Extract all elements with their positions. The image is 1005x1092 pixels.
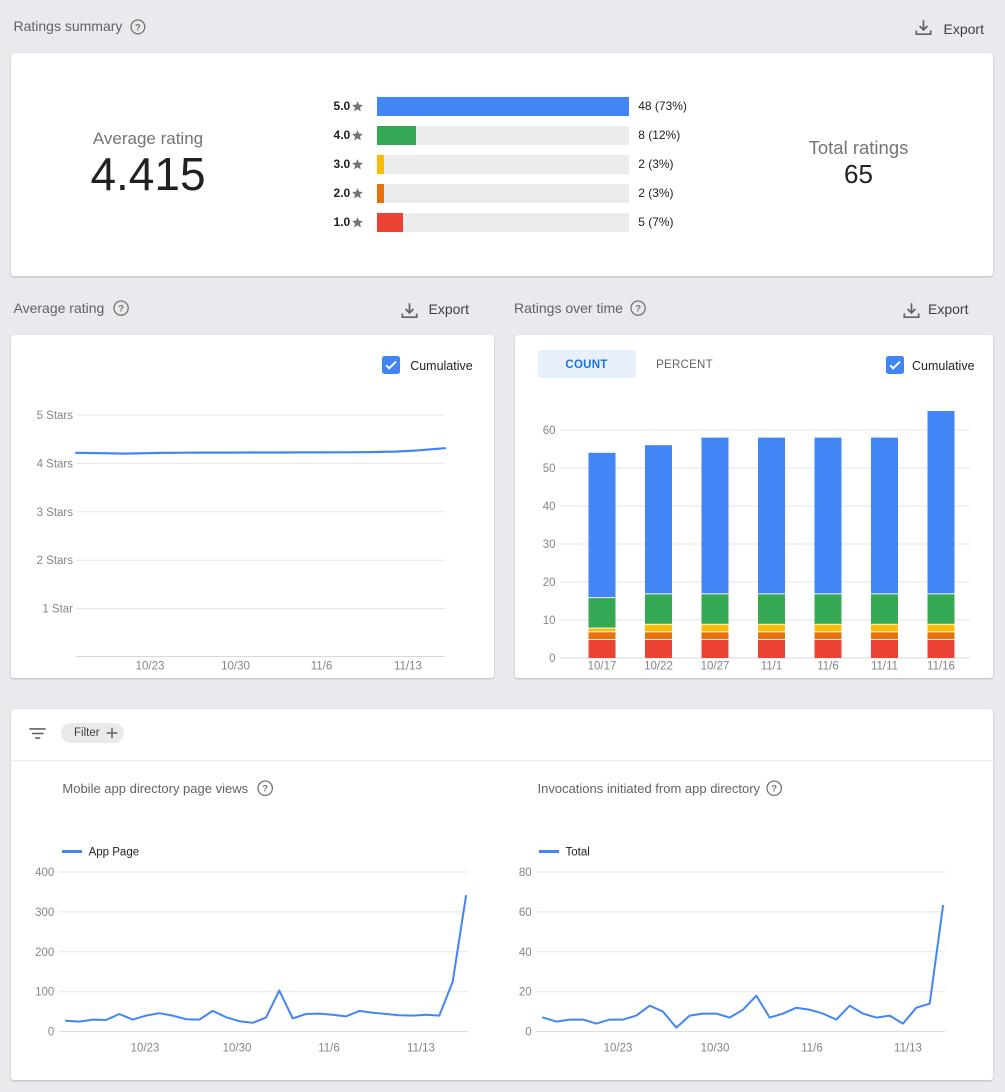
svg-text:10/27: 10/27: [701, 661, 730, 673]
svg-text:11/11: 11/11: [871, 661, 898, 673]
svg-text:50: 50: [543, 463, 556, 475]
svg-text:10/23: 10/23: [604, 1043, 633, 1055]
svg-text:11/6: 11/6: [801, 1043, 823, 1055]
svg-text:11/6: 11/6: [311, 661, 333, 673]
svg-text:App Page: App Page: [89, 847, 140, 859]
svg-text:20: 20: [519, 987, 532, 999]
svg-text:100: 100: [35, 987, 54, 999]
svg-text:?: ?: [263, 783, 269, 794]
svg-text:40: 40: [519, 947, 532, 959]
svg-text:0: 0: [48, 1027, 54, 1039]
svg-text:?: ?: [135, 22, 141, 33]
svg-text:1 Star: 1 Star: [42, 604, 73, 616]
svg-text:Total: Total: [566, 847, 590, 859]
svg-text:0: 0: [525, 1027, 531, 1039]
svg-text:80: 80: [519, 867, 532, 879]
svg-text:10/23: 10/23: [136, 661, 165, 673]
svg-text:11/13: 11/13: [394, 661, 422, 673]
svg-text:11/1: 11/1: [761, 661, 783, 673]
svg-text:40: 40: [543, 501, 556, 513]
svg-text:30: 30: [543, 539, 556, 551]
svg-text:2 Stars: 2 Stars: [37, 555, 74, 567]
svg-text:?: ?: [771, 783, 777, 794]
svg-text:10/23: 10/23: [131, 1043, 160, 1055]
svg-text:4 Stars: 4 Stars: [37, 458, 74, 470]
svg-text:?: ?: [118, 303, 124, 314]
svg-text:60: 60: [519, 907, 532, 919]
svg-text:0: 0: [549, 653, 555, 665]
svg-text:10/17: 10/17: [588, 661, 617, 673]
svg-text:3 Stars: 3 Stars: [37, 507, 74, 519]
svg-text:11/6: 11/6: [318, 1043, 340, 1055]
svg-text:10: 10: [543, 615, 556, 627]
svg-text:11/13: 11/13: [894, 1043, 922, 1055]
svg-text:10/30: 10/30: [223, 1043, 252, 1055]
svg-text:10/22: 10/22: [644, 661, 673, 673]
svg-text:10/30: 10/30: [701, 1043, 730, 1055]
svg-text:10/30: 10/30: [221, 661, 250, 673]
svg-text:200: 200: [35, 947, 54, 959]
svg-text:11/6: 11/6: [817, 661, 839, 673]
svg-text:11/13: 11/13: [407, 1043, 435, 1055]
svg-text:60: 60: [543, 425, 556, 437]
svg-text:5 Stars: 5 Stars: [37, 410, 74, 422]
svg-text:300: 300: [35, 907, 54, 919]
svg-text:?: ?: [636, 303, 642, 314]
svg-text:20: 20: [543, 577, 556, 589]
svg-text:400: 400: [35, 867, 54, 879]
svg-text:11/16: 11/16: [927, 661, 955, 673]
